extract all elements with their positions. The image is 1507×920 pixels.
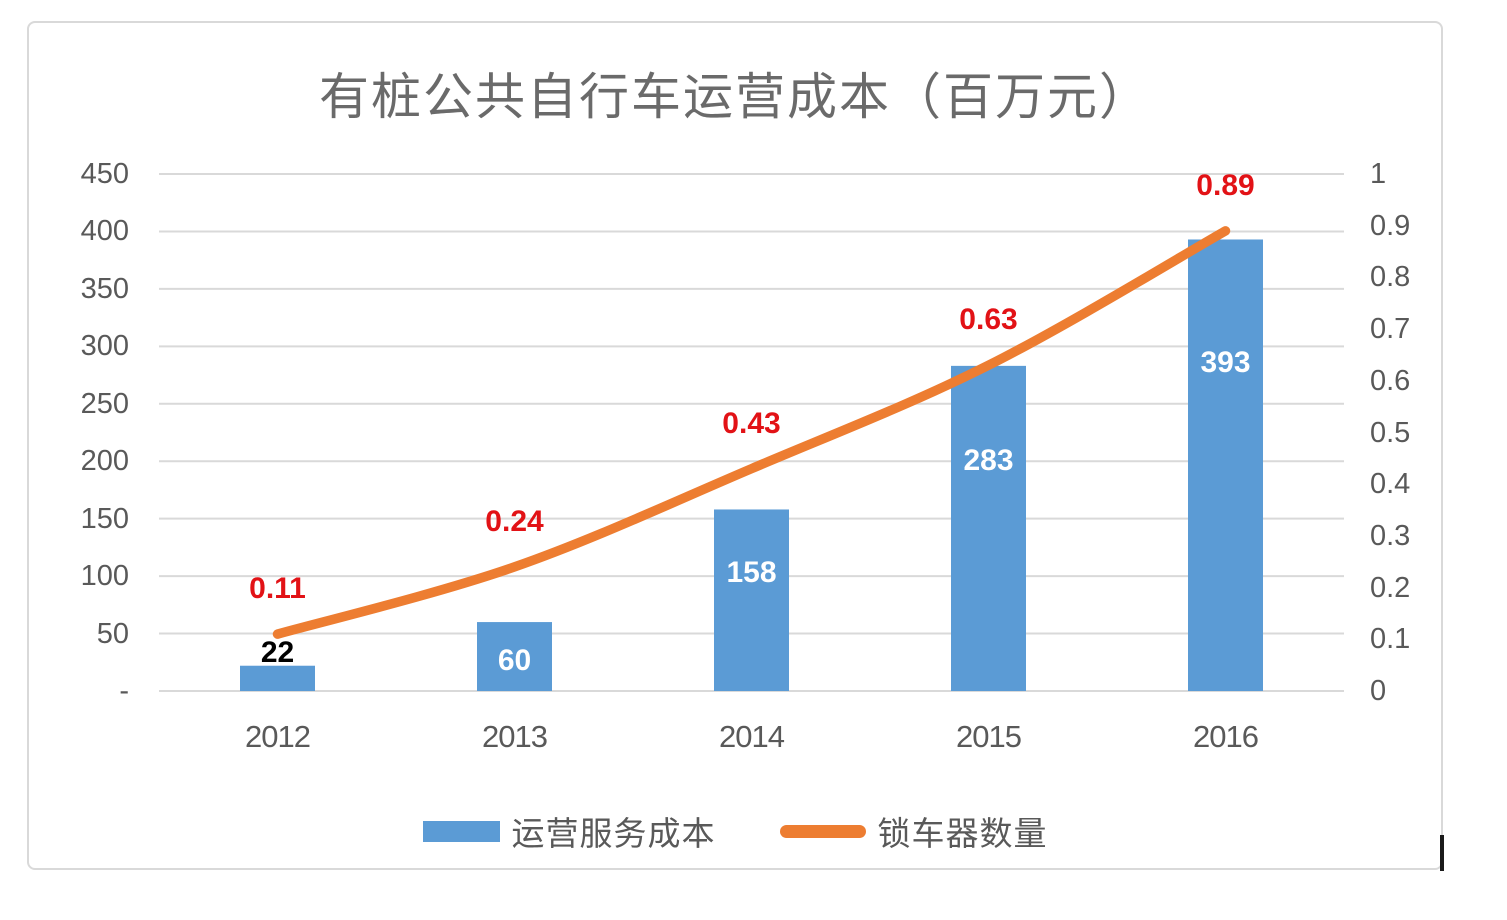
cursor-artifact-mark: [1440, 835, 1444, 871]
left-axis-tick: 100: [59, 561, 129, 591]
line-value-label: 0.89: [1196, 171, 1254, 201]
x-axis-label: 2016: [1193, 721, 1258, 753]
legend-item-bar-series: 运营服务成本: [423, 807, 716, 855]
left-axis-tick: 150: [59, 504, 129, 534]
line-value-label: 0.11: [249, 574, 306, 604]
legend-label-bar-series: 运营服务成本: [512, 807, 716, 855]
right-axis-tick: 0.3: [1370, 521, 1410, 551]
left-axis-tick: 350: [59, 274, 129, 304]
line-value-label: 0.43: [722, 409, 780, 439]
left-axis-tick: 50: [59, 619, 129, 649]
legend: 运营服务成本 锁车器数量: [29, 807, 1441, 855]
left-axis-tick: 450: [59, 159, 129, 189]
x-axis-label: 2012: [245, 721, 310, 753]
bar-value-label: 283: [963, 446, 1013, 476]
right-axis-tick: 0.4: [1370, 469, 1410, 499]
right-axis-tick: 0.9: [1370, 211, 1410, 241]
right-axis-tick: 0.8: [1370, 262, 1410, 292]
line-value-label: 0.24: [485, 507, 543, 537]
left-axis-tick: 300: [59, 331, 129, 361]
right-axis-tick: 0.1: [1370, 624, 1410, 654]
legend-label-line-series: 锁车器数量: [878, 807, 1048, 855]
x-axis-label: 2015: [956, 721, 1021, 753]
bar-value-label: 60: [498, 646, 531, 676]
bar-series-swatch-icon: [423, 821, 500, 842]
x-axis-label: 2014: [719, 721, 784, 753]
legend-item-line-series: 锁车器数量: [780, 807, 1048, 855]
left-axis-tick: 250: [59, 389, 129, 419]
line-series-swatch-icon: [780, 825, 866, 838]
line-value-label: 0.63: [959, 305, 1017, 335]
bar-value-label: 158: [726, 558, 776, 588]
left-axis-tick: 200: [59, 446, 129, 476]
right-axis-tick: 0.5: [1370, 418, 1410, 448]
right-axis-tick: 1: [1370, 159, 1386, 189]
chart-frame: 有桩公共自行车运营成本（百万元） 22601582833930.110.240.…: [27, 21, 1443, 870]
left-axis-tick: -: [59, 676, 129, 706]
left-axis-tick: 400: [59, 216, 129, 246]
right-axis-tick: 0.2: [1370, 573, 1410, 603]
x-axis-label: 2013: [482, 721, 547, 753]
bar-value-label: 393: [1200, 348, 1250, 378]
right-axis-tick: 0.6: [1370, 366, 1410, 396]
right-axis-tick: 0.7: [1370, 314, 1410, 344]
right-axis-tick: 0: [1370, 676, 1386, 706]
bar-value-label: 22: [261, 638, 294, 668]
